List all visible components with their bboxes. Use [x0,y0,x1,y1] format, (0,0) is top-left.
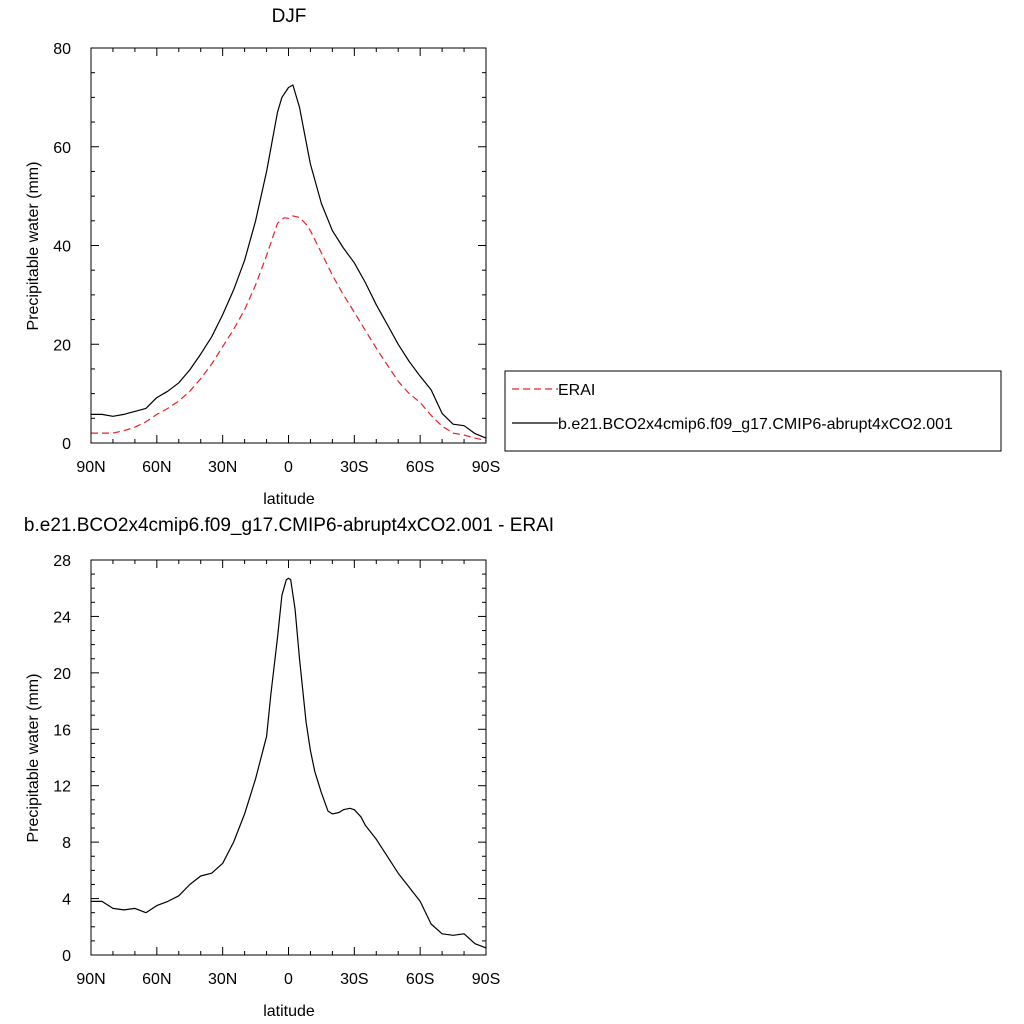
top-chart-title: DJF [272,6,307,27]
legend-box [504,370,1002,452]
bottom-chart: b.e21.BCO2x4cmip6.f09_g17.CMIP6-abrupt4x… [24,515,554,1020]
top-series-line-1 [91,84,487,439]
top-x-tick-label: 60N [142,459,171,476]
top-x-axis-label: latitude [263,491,315,508]
bottom-y-tick-label: 4 [62,892,71,909]
bottom-y-tick-label: 24 [53,609,71,626]
top-y-tick-label: 0 [62,436,71,453]
top-x-tick-label: 90S [472,459,500,476]
bottom-chart-title: b.e21.BCO2x4cmip6.f09_g17.CMIP6-abrupt4x… [24,515,554,536]
top-y-axis-label: Precipitable water (mm) [25,162,42,331]
bottom-plot-frame [90,559,487,956]
legend-label-model: b.e21.BCO2x4cmip6.f09_g17.CMIP6-abrupt4x… [558,416,953,433]
bottom-y-tick-label: 20 [53,666,71,683]
top-x-tick-label: 30S [340,459,368,476]
bottom-y-tick-label: 28 [53,553,71,570]
bottom-y-tick-label: 0 [62,948,71,965]
bottom-series-line-0 [91,577,487,949]
bottom-x-axis-label: latitude [263,1003,315,1020]
bottom-x-tick-label: 30S [340,971,368,988]
bottom-y-tick-label: 8 [62,835,71,852]
bottom-x-tick-label: 30N [208,971,237,988]
bottom-ticks: 90N 60N 30N 0 30S 60S 90S 0 4 8 12 16 20 24 28 [53,553,500,988]
bottom-plot-series [91,577,487,949]
bottom-y-tick-label: 16 [53,722,71,739]
top-y-tick-label: 60 [53,140,71,157]
top-y-tick-label: 20 [53,337,71,354]
top-ticks: 90N 60N 30N 0 30S 60S 90S 0 20 40 60 80 [53,41,500,476]
top-chart: DJF 90N 60N 30N 0 30S 60S 90S 0 20 40 60 80 Precipi… [25,6,500,508]
legend: ERAI b.e21.BCO2x4cmip6.f09_g17.CMIP6-abr… [504,370,1002,452]
bottom-x-tick-label: 90N [76,971,105,988]
bottom-x-tick-label: 90S [472,971,500,988]
top-x-tick-label: 60S [406,459,434,476]
bottom-x-tick-label: 60N [142,971,171,988]
bottom-x-tick-label: 60S [406,971,434,988]
top-y-tick-label: 40 [53,239,71,256]
legend-label-erai: ERAI [558,382,595,399]
bottom-y-axis-label: Precipitable water (mm) [25,674,42,843]
top-y-tick-label: 80 [53,41,71,58]
top-x-tick-label: 90N [76,459,105,476]
bottom-x-tick-label: 0 [284,971,293,988]
top-x-tick-label: 0 [284,459,293,476]
top-plot-series [91,84,487,442]
top-series-line-0 [91,215,487,442]
top-x-tick-label: 30N [208,459,237,476]
bottom-y-tick-label: 12 [53,779,71,796]
